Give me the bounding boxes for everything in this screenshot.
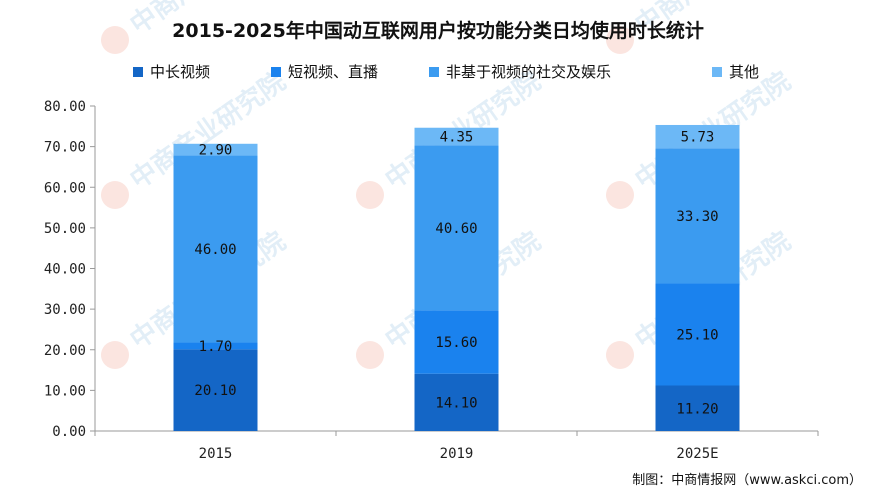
watermark-logo — [101, 181, 129, 209]
data-label: 33.30 — [676, 209, 718, 225]
legend-swatch — [133, 67, 143, 77]
bar-segment — [173, 349, 258, 431]
legend-swatch — [271, 67, 281, 77]
watermark-logo — [356, 181, 384, 209]
bar-segment — [414, 145, 499, 311]
chart-title: 2015-2025年中国动互联网用户按功能分类日均使用时长统计 — [172, 19, 704, 42]
legend-item: 其他 — [712, 63, 759, 81]
legend-item: 非基于视频的社交及娱乐 — [429, 63, 611, 81]
bars — [173, 124, 740, 431]
legend: 中长视频 短视频、直播 非基于视频的社交及娱乐 其他 — [133, 63, 759, 81]
legend-label: 短视频、直播 — [288, 63, 378, 81]
data-label: 14.10 — [435, 395, 477, 411]
legend-item: 中长视频 — [133, 63, 210, 81]
bar-segment — [655, 385, 740, 431]
legend-label: 非基于视频的社交及娱乐 — [446, 63, 611, 81]
data-label: 1.70 — [199, 339, 233, 355]
data-labels: 20.10 1.70 46.00 2.90 14.10 15.60 40.60 4.35 11.… — [194, 130, 718, 418]
watermark-logo — [606, 181, 634, 209]
legend-label: 中长视频 — [150, 63, 210, 81]
bar-segment — [173, 155, 258, 343]
data-label: 15.60 — [435, 335, 477, 351]
bar-segment — [173, 342, 258, 350]
bar-segment — [655, 283, 740, 386]
legend-swatch — [429, 67, 439, 77]
y-tick-label: 50.00 — [44, 221, 86, 237]
x-category-label: 2015 — [199, 446, 233, 462]
data-label: 20.10 — [194, 383, 236, 399]
data-label: 25.10 — [676, 328, 718, 344]
y-tick-label: 10.00 — [44, 383, 86, 399]
bar-segment — [655, 124, 740, 149]
legend-swatch — [712, 67, 722, 77]
watermark-logo — [101, 341, 129, 369]
watermark-logo — [606, 341, 634, 369]
x-category-label: 2025E — [676, 446, 718, 462]
bar-segment — [173, 143, 258, 156]
y-tick-label: 70.00 — [44, 140, 86, 156]
y-tick-label: 80.00 — [44, 99, 86, 115]
data-label: 46.00 — [194, 242, 236, 258]
bar-segment — [655, 148, 740, 284]
legend-label: 其他 — [729, 63, 759, 81]
data-label: 40.60 — [435, 221, 477, 237]
legend-item: 短视频、直播 — [271, 63, 378, 81]
y-tick-label: 60.00 — [44, 180, 86, 196]
y-tick-label: 0.00 — [52, 424, 86, 440]
bar-segment — [414, 310, 499, 374]
y-tick-label: 40.00 — [44, 262, 86, 278]
watermark-logo — [606, 26, 634, 54]
watermark-logo — [356, 341, 384, 369]
bar-segment — [414, 127, 499, 146]
data-label: 4.35 — [440, 130, 474, 146]
y-tick-label: 20.00 — [44, 343, 86, 359]
y-tick-label: 30.00 — [44, 302, 86, 318]
watermark-logo — [101, 26, 129, 54]
source-note: 制图：中商情报网（www.askci.com） — [632, 473, 862, 488]
data-label: 5.73 — [681, 130, 715, 146]
bar-segment — [414, 373, 499, 431]
data-label: 11.20 — [676, 401, 718, 417]
data-label: 2.90 — [199, 143, 233, 159]
x-category-label: 2019 — [440, 446, 474, 462]
